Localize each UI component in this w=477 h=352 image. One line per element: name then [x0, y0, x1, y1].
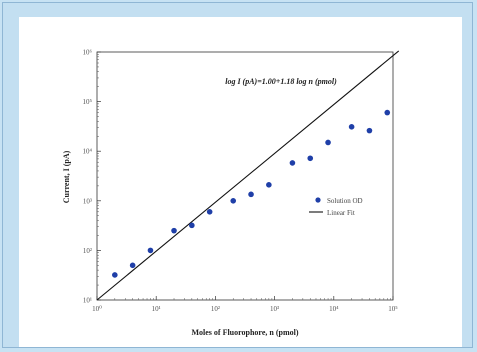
x-tick-label: 10³ — [270, 305, 279, 313]
plot-area — [96, 51, 394, 301]
x-tick-label: 10⁵ — [388, 305, 398, 313]
data-point — [366, 127, 373, 134]
data-point — [147, 247, 154, 254]
legend-marker-solution — [315, 197, 321, 203]
data-point — [266, 182, 272, 188]
data-point — [206, 209, 213, 215]
data-point — [348, 124, 355, 130]
data-point — [384, 109, 391, 116]
x-axis-label: Moles of Fluorophore, n (pmol) — [191, 328, 298, 337]
y-tick-label: 10⁴ — [83, 148, 93, 156]
y-tick-label: 10² — [83, 247, 92, 255]
linear-fit-line — [96, 50, 400, 301]
data-point — [189, 222, 195, 229]
y-tick-label: 10³ — [83, 197, 92, 205]
data-point — [129, 262, 136, 269]
data-point — [325, 139, 331, 146]
chart-frame: 10⁰ 10¹ 10² 10³ 10⁴ 10⁵ 10¹ 10² 10³ 10⁴ 10⁵ 10⁶ log… — [2, 2, 473, 348]
data-point — [230, 198, 237, 204]
data-point — [307, 155, 314, 162]
data-point — [248, 191, 254, 198]
data-point — [289, 160, 296, 166]
y-axis-label: Current, I (pA) — [62, 150, 71, 203]
data-point — [171, 227, 177, 234]
y-tick-label: 10¹ — [83, 297, 92, 305]
x-tick-label: 10² — [211, 305, 220, 313]
x-tick-label: 10⁴ — [329, 305, 339, 313]
x-tick-label: 10¹ — [152, 305, 161, 313]
fit-equation-annotation: log I (pA)=1.00+1.18 log n (pmol) — [225, 77, 337, 86]
data-point — [112, 272, 118, 278]
y-tick-label: 10⁵ — [83, 98, 93, 106]
legend-label-solution: Solution OD — [327, 197, 363, 205]
y-tick-label: 10⁶ — [83, 49, 93, 57]
legend: Solution OD Linear Fit — [309, 197, 363, 217]
chart-panel: 10⁰ 10¹ 10² 10³ 10⁴ 10⁵ 10¹ 10² 10³ 10⁴ 10⁵ 10⁶ log… — [19, 17, 462, 347]
x-tick-label: 10⁰ — [92, 305, 102, 313]
legend-label-linear-fit: Linear Fit — [327, 209, 355, 217]
